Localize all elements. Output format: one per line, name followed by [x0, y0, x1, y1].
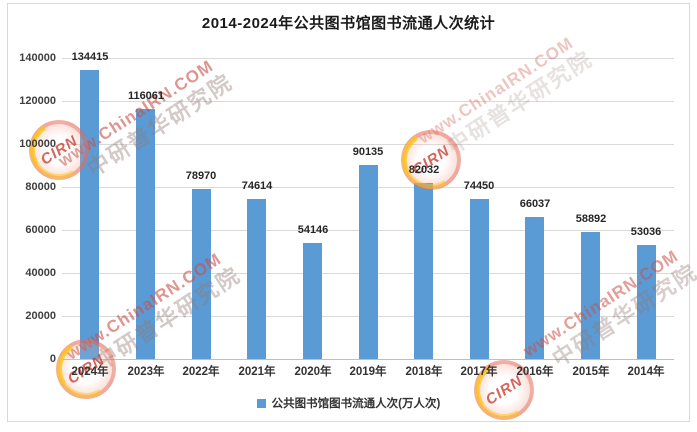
x-axis-category-label: 2022年 — [182, 366, 220, 378]
bar-value-label: 74614 — [241, 180, 273, 192]
x-axis-category-label: 2020年 — [294, 366, 332, 378]
y-axis-tick-label: 80000 — [25, 181, 56, 193]
bar — [581, 232, 600, 359]
x-axis-category-label: 2018年 — [405, 366, 443, 378]
legend-swatch-icon — [256, 398, 266, 408]
y-axis-tick-label: 140000 — [19, 52, 56, 64]
y-axis-tick-label: 100000 — [19, 138, 56, 150]
bar — [192, 189, 211, 359]
bar — [637, 245, 656, 359]
gridline — [62, 58, 674, 59]
legend: 公共图书馆图书流通人次(万人次) — [0, 395, 697, 411]
bar — [80, 70, 99, 359]
bar-value-label: 54146 — [297, 224, 329, 236]
bar — [303, 243, 322, 359]
bar-value-label: 53036 — [630, 226, 662, 238]
x-axis-category-label: 2015年 — [572, 366, 610, 378]
bar-value-label: 66037 — [519, 198, 551, 210]
chart-title: 2014-2024年公共图书馆图书流通人次统计 — [201, 15, 496, 32]
bar-value-label: 90135 — [352, 146, 384, 158]
bar-value-label: 58892 — [575, 213, 607, 225]
chart-border-frame — [7, 3, 690, 422]
gridline — [62, 101, 674, 102]
y-axis-tick-label: 40000 — [25, 267, 56, 279]
bar — [414, 183, 433, 359]
bar — [247, 199, 266, 359]
x-axis-category-label: 2024年 — [71, 366, 109, 378]
bar-value-label: 134415 — [71, 51, 109, 63]
bar — [136, 109, 155, 359]
y-axis-tick-label: 120000 — [19, 95, 56, 107]
bar-value-label: 78970 — [185, 170, 217, 182]
bar-value-label: 82032 — [408, 164, 440, 176]
bar — [470, 199, 489, 359]
x-axis-category-label: 2016年 — [516, 366, 554, 378]
y-axis-tick-label: 20000 — [25, 310, 56, 322]
legend-label: 公共图书馆图书流通人次(万人次) — [271, 398, 441, 410]
y-axis-tick-label: 0 — [49, 353, 56, 365]
bar-value-label: 74450 — [463, 180, 495, 192]
bar — [525, 217, 544, 359]
y-axis-tick-label: 60000 — [25, 224, 56, 236]
x-axis-line — [62, 359, 674, 360]
x-axis-category-label: 2019年 — [349, 366, 387, 378]
x-axis-category-label: 2014年 — [627, 366, 665, 378]
x-axis-category-label: 2021年 — [238, 366, 276, 378]
x-axis-category-label: 2017年 — [460, 366, 498, 378]
gridline — [62, 144, 674, 145]
bar-value-label: 116061 — [127, 90, 165, 102]
x-axis-category-label: 2023年 — [127, 366, 165, 378]
bar — [359, 165, 378, 359]
